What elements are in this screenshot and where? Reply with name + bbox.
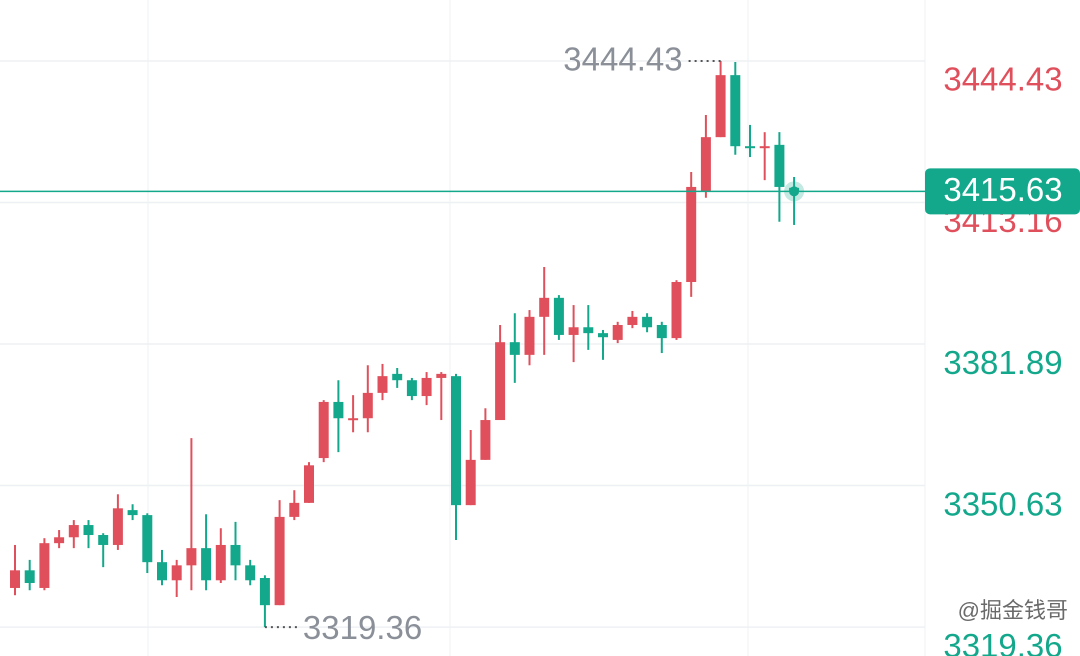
- candle-body: [524, 316, 535, 355]
- candles: [10, 60, 800, 628]
- candle-body: [68, 525, 79, 538]
- y-tick-label: 3444.43: [943, 61, 1062, 98]
- candle-body: [465, 459, 476, 506]
- candle-body: [715, 75, 726, 138]
- candle-body: [274, 516, 285, 606]
- candle-body: [406, 380, 417, 397]
- candle-body: [171, 565, 182, 581]
- candle-body: [362, 392, 373, 419]
- candle-body: [112, 508, 123, 545]
- candle-body: [289, 502, 300, 517]
- candle-body: [598, 333, 608, 338]
- candle-body: [612, 324, 623, 340]
- candle-body: [318, 401, 329, 459]
- candle-body: [245, 565, 256, 581]
- candle-body: [186, 548, 197, 566]
- candle-body: [201, 548, 212, 581]
- candle-body: [215, 544, 226, 581]
- y-tick-label: 3319.36: [943, 627, 1062, 656]
- candle-body: [83, 525, 94, 536]
- candle-body: [553, 297, 564, 335]
- candle-body: [480, 420, 491, 460]
- current-price-label: 3415.63: [943, 171, 1062, 208]
- candle-body: [304, 465, 314, 503]
- max-label: 3444.43: [563, 41, 682, 78]
- candle-body: [98, 535, 109, 545]
- current-price-box: [925, 168, 1080, 215]
- candle-body: [421, 377, 432, 397]
- candle-body: [539, 297, 550, 317]
- overlay: 3444.43 3319.36 3415.63: [0, 41, 1080, 646]
- y-tick-label: 3381.89: [943, 344, 1062, 381]
- candle-body: [745, 146, 755, 149]
- candle-body: [656, 324, 667, 339]
- candle-body: [583, 327, 594, 334]
- candle-body: [686, 186, 697, 282]
- candle-body: [700, 137, 711, 192]
- y-tick-label: 3350.63: [943, 485, 1062, 522]
- candle-body: [10, 570, 20, 588]
- watermark: @掘金钱哥: [958, 598, 1068, 623]
- candle-body: [642, 316, 653, 328]
- candle-body: [730, 75, 741, 147]
- candle-body: [377, 376, 388, 393]
- candle-body: [230, 544, 241, 566]
- candle-body: [24, 570, 35, 583]
- candle-body: [157, 562, 167, 581]
- min-label: 3319.36: [303, 609, 422, 646]
- candle-body: [759, 146, 770, 149]
- candle-body: [127, 510, 138, 516]
- candle-body: [568, 327, 579, 335]
- candle-body: [774, 144, 785, 187]
- candle-body: [348, 418, 359, 421]
- candle-body: [509, 342, 520, 355]
- candle-body: [451, 376, 461, 506]
- candle-body: [142, 515, 153, 563]
- candle-body: [333, 401, 344, 419]
- candle-body: [627, 316, 638, 325]
- candle-body: [392, 373, 403, 381]
- candle-body: [39, 543, 50, 588]
- candle-body: [436, 373, 447, 378]
- candle-body: [671, 281, 682, 339]
- candle-body: [54, 537, 65, 544]
- candle-body: [259, 578, 270, 606]
- candle-body: [495, 342, 506, 421]
- current-price-dot: [789, 186, 800, 197]
